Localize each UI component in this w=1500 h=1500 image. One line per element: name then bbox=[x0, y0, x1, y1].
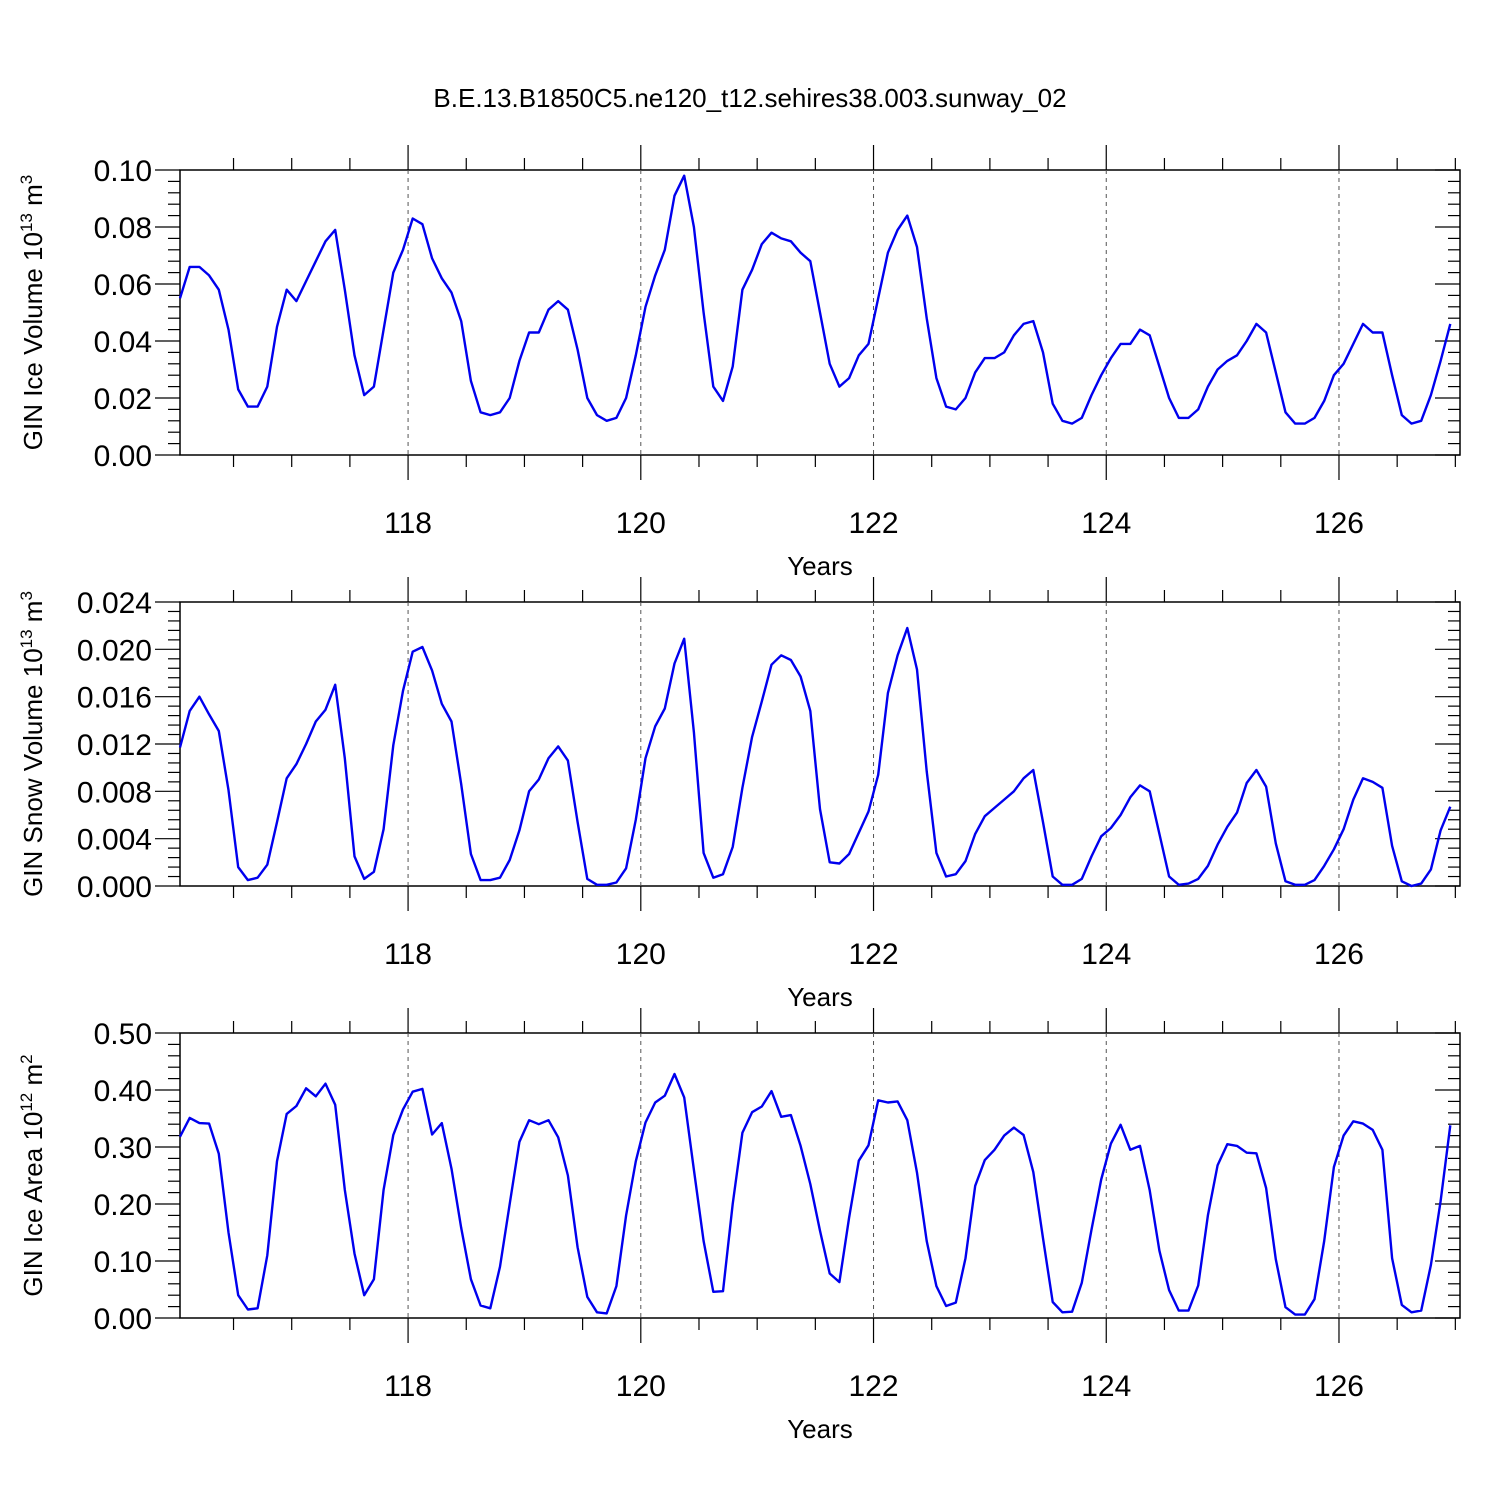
ice-area-xlabel: Years bbox=[787, 1414, 853, 1444]
ice-area-ylabel-base: GIN Ice Area 10 bbox=[18, 1112, 48, 1297]
ice-area-ytick-label: 0.30 bbox=[94, 1132, 152, 1165]
snow-volume-ylabel-mid: m bbox=[18, 601, 48, 630]
ice-volume-xtick-label: 120 bbox=[616, 507, 666, 540]
figure-title: B.E.13.B1850C5.ne120_t12.sehires38.003.s… bbox=[433, 83, 1066, 113]
ice-volume-frame bbox=[179, 169, 1461, 456]
ice-volume-xlabel: Years bbox=[787, 551, 853, 581]
snow-volume-ylabel-base: GIN Snow Volume 10 bbox=[18, 648, 48, 897]
ice-area-ylabel-mid: m bbox=[18, 1064, 48, 1093]
ice-volume-ylabel-base: GIN Ice Volume 10 bbox=[18, 232, 48, 450]
ice-volume-xtick-label: 124 bbox=[1081, 507, 1131, 540]
panel-ice-volume: 118 120 122 124 126 0.00 0.02 0.04 0.06 0.08 0.10 Y… bbox=[17, 145, 1461, 581]
panel-ice-area: 118 120 122 124 1260.000.100.200.300.400.50Y… bbox=[17, 1008, 1461, 1444]
ice-area-ytick-label: 0.40 bbox=[94, 1075, 152, 1108]
snow-volume-ytick-label: 0.020 bbox=[77, 634, 152, 667]
ice-volume-ytick-label: 0.08 bbox=[94, 212, 152, 245]
snow-volume-ylabel-exp2: 3 bbox=[17, 591, 36, 600]
ice-area-xtick-label: 118 bbox=[384, 1370, 432, 1403]
ice-volume-xtick-label: 118 bbox=[384, 507, 432, 540]
snow-volume-ytick-label: 0.000 bbox=[77, 871, 152, 904]
snow-volume-xlabel: Years bbox=[787, 982, 853, 1012]
ice-volume-ytick-label: 0.02 bbox=[94, 383, 152, 416]
ice-volume-ylabel-mid: m bbox=[18, 184, 48, 213]
ice-volume-ylabel: GIN Ice Volume 1013 m3 bbox=[17, 175, 48, 451]
panel-snow-volume: 118 120 122 124 126 0.000 0.004 0.008 0.012 0.016… bbox=[17, 577, 1461, 1012]
ice-area-ytick-label: 0.20 bbox=[94, 1189, 152, 1222]
snow-volume-ytick-label: 0.016 bbox=[77, 682, 152, 715]
snow-volume-xtick-label: 122 bbox=[848, 938, 898, 971]
ice-area-xtick-label: 120 bbox=[616, 1370, 666, 1403]
ice-volume-ytick-label: 0.00 bbox=[94, 440, 152, 473]
ice-area-series-line bbox=[178, 1072, 1452, 1316]
ice-volume-ytick-label: 0.10 bbox=[94, 155, 152, 188]
ice-volume-series-line bbox=[178, 174, 1452, 425]
snow-volume-xtick-label: 118 bbox=[384, 938, 432, 971]
ice-area-xtick-label: 124 bbox=[1081, 1370, 1131, 1403]
ice-area-xtick-label: 126 bbox=[1314, 1370, 1364, 1403]
snow-volume-frame bbox=[179, 601, 1461, 887]
snow-volume-ylabel-exp1: 13 bbox=[17, 629, 36, 648]
snow-volume-series-line bbox=[178, 626, 1452, 888]
ice-area-xtick-label: 122 bbox=[848, 1370, 898, 1403]
ice-area-ytick-label: 0.50 bbox=[94, 1018, 152, 1051]
ice-volume-ytick-label: 0.04 bbox=[94, 326, 152, 359]
snow-volume-xtick-label: 120 bbox=[616, 938, 666, 971]
ice-area-ytick-label: 0.10 bbox=[94, 1246, 152, 1279]
ice-area-ylabel: GIN Ice Area 1012 m2 bbox=[17, 1054, 48, 1296]
snow-volume-ytick-label: 0.012 bbox=[77, 729, 152, 762]
ice-volume-ylabel-exp1: 13 bbox=[17, 213, 36, 232]
snow-volume-ytick-label: 0.024 bbox=[77, 587, 152, 620]
snow-volume-ytick-label: 0.008 bbox=[77, 776, 152, 809]
ice-area-ytick-label: 0.00 bbox=[94, 1303, 152, 1336]
ice-area-frame bbox=[179, 1032, 1461, 1319]
snow-volume-xtick-label: 124 bbox=[1081, 938, 1131, 971]
snow-volume-ytick-label: 0.004 bbox=[77, 824, 152, 857]
snow-volume-ylabel: GIN Snow Volume 1013 m3 bbox=[17, 591, 48, 897]
ice-area-ylabel-exp1: 12 bbox=[17, 1093, 36, 1112]
ice-volume-xtick-label: 126 bbox=[1314, 507, 1364, 540]
ice-volume-xtick-label: 122 bbox=[848, 507, 898, 540]
ice-area-ylabel-exp2: 2 bbox=[17, 1054, 36, 1063]
ice-volume-ylabel-exp2: 3 bbox=[17, 175, 36, 184]
ice-volume-ytick-label: 0.06 bbox=[94, 269, 152, 302]
snow-volume-xtick-label: 126 bbox=[1314, 938, 1364, 971]
